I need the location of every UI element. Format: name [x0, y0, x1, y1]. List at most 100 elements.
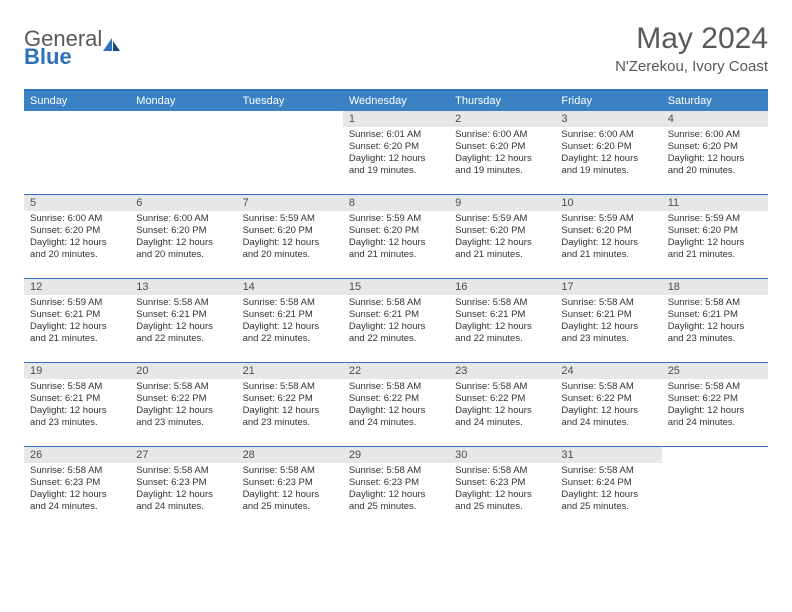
- day-body: Sunrise: 5:58 AMSunset: 6:22 PMDaylight:…: [449, 379, 555, 433]
- daylight-text: Daylight: 12 hours and 21 minutes.: [30, 321, 124, 345]
- daylight-text: Daylight: 12 hours and 20 minutes.: [30, 237, 124, 261]
- sunset-text: Sunset: 6:20 PM: [668, 225, 762, 237]
- sail-icon: [103, 34, 121, 48]
- day-number: 24: [555, 363, 661, 379]
- day-body: Sunrise: 5:58 AMSunset: 6:21 PMDaylight:…: [24, 379, 130, 433]
- day-number: 9: [449, 195, 555, 211]
- sunrise-text: Sunrise: 5:58 AM: [668, 381, 762, 393]
- day-body: Sunrise: 5:58 AMSunset: 6:22 PMDaylight:…: [130, 379, 236, 433]
- day-body: Sunrise: 5:59 AMSunset: 6:21 PMDaylight:…: [24, 295, 130, 349]
- daylight-text: Daylight: 12 hours and 21 minutes.: [349, 237, 443, 261]
- daylight-text: Daylight: 12 hours and 20 minutes.: [243, 237, 337, 261]
- day-number: 27: [130, 447, 236, 463]
- calendar: SundayMondayTuesdayWednesdayThursdayFrid…: [24, 89, 768, 530]
- daylight-text: Daylight: 12 hours and 19 minutes.: [349, 153, 443, 177]
- sunrise-text: Sunrise: 5:59 AM: [455, 213, 549, 225]
- sunset-text: Sunset: 6:23 PM: [243, 477, 337, 489]
- brand-logo: GeneralBlue: [24, 22, 121, 68]
- day-cell: 17Sunrise: 5:58 AMSunset: 6:21 PMDayligh…: [555, 279, 661, 362]
- day-body: Sunrise: 6:00 AMSunset: 6:20 PMDaylight:…: [449, 127, 555, 181]
- day-body: Sunrise: 5:58 AMSunset: 6:21 PMDaylight:…: [130, 295, 236, 349]
- sunset-text: Sunset: 6:20 PM: [136, 225, 230, 237]
- sunset-text: Sunset: 6:21 PM: [668, 309, 762, 321]
- day-number: 7: [237, 195, 343, 211]
- sunrise-text: Sunrise: 6:00 AM: [561, 129, 655, 141]
- day-cell: 28Sunrise: 5:58 AMSunset: 6:23 PMDayligh…: [237, 447, 343, 530]
- location-subtitle: N'Zerekou, Ivory Coast: [615, 58, 768, 75]
- day-body: Sunrise: 5:59 AMSunset: 6:20 PMDaylight:…: [449, 211, 555, 265]
- day-number: 4: [662, 111, 768, 127]
- sunrise-text: Sunrise: 5:58 AM: [349, 381, 443, 393]
- daylight-text: Daylight: 12 hours and 20 minutes.: [668, 153, 762, 177]
- sunset-text: Sunset: 6:20 PM: [455, 141, 549, 153]
- sunrise-text: Sunrise: 6:00 AM: [455, 129, 549, 141]
- day-body: Sunrise: 5:58 AMSunset: 6:24 PMDaylight:…: [555, 463, 661, 517]
- day-body: Sunrise: 5:58 AMSunset: 6:23 PMDaylight:…: [24, 463, 130, 517]
- daylight-text: Daylight: 12 hours and 24 minutes.: [668, 405, 762, 429]
- daylight-text: Daylight: 12 hours and 22 minutes.: [349, 321, 443, 345]
- day-cell: 6Sunrise: 6:00 AMSunset: 6:20 PMDaylight…: [130, 195, 236, 278]
- day-number: 20: [130, 363, 236, 379]
- sunset-text: Sunset: 6:20 PM: [243, 225, 337, 237]
- daylight-text: Daylight: 12 hours and 22 minutes.: [243, 321, 337, 345]
- daylight-text: Daylight: 12 hours and 21 minutes.: [561, 237, 655, 261]
- daylight-text: Daylight: 12 hours and 23 minutes.: [243, 405, 337, 429]
- sunset-text: Sunset: 6:20 PM: [561, 225, 655, 237]
- day-body: Sunrise: 5:58 AMSunset: 6:23 PMDaylight:…: [237, 463, 343, 517]
- daylight-text: Daylight: 12 hours and 22 minutes.: [136, 321, 230, 345]
- day-number: 5: [24, 195, 130, 211]
- sunrise-text: Sunrise: 5:59 AM: [668, 213, 762, 225]
- sunset-text: Sunset: 6:22 PM: [561, 393, 655, 405]
- day-body: Sunrise: 5:58 AMSunset: 6:22 PMDaylight:…: [555, 379, 661, 433]
- sunset-text: Sunset: 6:23 PM: [136, 477, 230, 489]
- dow-cell: Saturday: [662, 91, 768, 111]
- sunrise-text: Sunrise: 5:58 AM: [30, 465, 124, 477]
- day-body: Sunrise: 5:59 AMSunset: 6:20 PMDaylight:…: [662, 211, 768, 265]
- sunrise-text: Sunrise: 5:58 AM: [561, 465, 655, 477]
- sunrise-text: Sunrise: 6:00 AM: [136, 213, 230, 225]
- day-number: 26: [24, 447, 130, 463]
- day-cell: 18Sunrise: 5:58 AMSunset: 6:21 PMDayligh…: [662, 279, 768, 362]
- day-body: Sunrise: 5:58 AMSunset: 6:22 PMDaylight:…: [237, 379, 343, 433]
- day-body: Sunrise: 5:58 AMSunset: 6:23 PMDaylight:…: [449, 463, 555, 517]
- day-body: Sunrise: 6:01 AMSunset: 6:20 PMDaylight:…: [343, 127, 449, 181]
- day-number: 8: [343, 195, 449, 211]
- daylight-text: Daylight: 12 hours and 21 minutes.: [455, 237, 549, 261]
- sunset-text: Sunset: 6:20 PM: [561, 141, 655, 153]
- sunrise-text: Sunrise: 6:00 AM: [668, 129, 762, 141]
- day-cell: 24Sunrise: 5:58 AMSunset: 6:22 PMDayligh…: [555, 363, 661, 446]
- day-cell: 25Sunrise: 5:58 AMSunset: 6:22 PMDayligh…: [662, 363, 768, 446]
- sunset-text: Sunset: 6:21 PM: [455, 309, 549, 321]
- daylight-text: Daylight: 12 hours and 19 minutes.: [455, 153, 549, 177]
- dow-cell: Friday: [555, 91, 661, 111]
- sunset-text: Sunset: 6:23 PM: [30, 477, 124, 489]
- day-body: Sunrise: 6:00 AMSunset: 6:20 PMDaylight:…: [24, 211, 130, 265]
- daylight-text: Daylight: 12 hours and 24 minutes.: [136, 489, 230, 513]
- day-number: 30: [449, 447, 555, 463]
- sunrise-text: Sunrise: 5:58 AM: [243, 465, 337, 477]
- sunrise-text: Sunrise: 5:59 AM: [30, 297, 124, 309]
- day-body: Sunrise: 5:58 AMSunset: 6:22 PMDaylight:…: [662, 379, 768, 433]
- sunset-text: Sunset: 6:20 PM: [30, 225, 124, 237]
- day-cell: 21Sunrise: 5:58 AMSunset: 6:22 PMDayligh…: [237, 363, 343, 446]
- sunset-text: Sunset: 6:20 PM: [668, 141, 762, 153]
- day-number: 16: [449, 279, 555, 295]
- sunrise-text: Sunrise: 5:58 AM: [349, 297, 443, 309]
- day-cell: 30Sunrise: 5:58 AMSunset: 6:23 PMDayligh…: [449, 447, 555, 530]
- week-row: 5Sunrise: 6:00 AMSunset: 6:20 PMDaylight…: [24, 194, 768, 278]
- day-number: 3: [555, 111, 661, 127]
- sunset-text: Sunset: 6:21 PM: [561, 309, 655, 321]
- title-block: May 2024 N'Zerekou, Ivory Coast: [615, 22, 768, 75]
- day-body: Sunrise: 5:58 AMSunset: 6:22 PMDaylight:…: [343, 379, 449, 433]
- day-cell: 4 Sunrise: 6:00 AMSunset: 6:20 PMDaylight…: [662, 111, 768, 194]
- day-cell: 13Sunrise: 5:58 AMSunset: 6:21 PMDayligh…: [130, 279, 236, 362]
- day-cell: [662, 447, 768, 530]
- day-cell: 15Sunrise: 5:58 AMSunset: 6:21 PMDayligh…: [343, 279, 449, 362]
- sunset-text: Sunset: 6:23 PM: [349, 477, 443, 489]
- sunrise-text: Sunrise: 5:59 AM: [349, 213, 443, 225]
- day-number: 12: [24, 279, 130, 295]
- sunrise-text: Sunrise: 5:58 AM: [349, 465, 443, 477]
- day-body: Sunrise: 5:59 AMSunset: 6:20 PMDaylight:…: [343, 211, 449, 265]
- daylight-text: Daylight: 12 hours and 25 minutes.: [349, 489, 443, 513]
- daylight-text: Daylight: 12 hours and 25 minutes.: [243, 489, 337, 513]
